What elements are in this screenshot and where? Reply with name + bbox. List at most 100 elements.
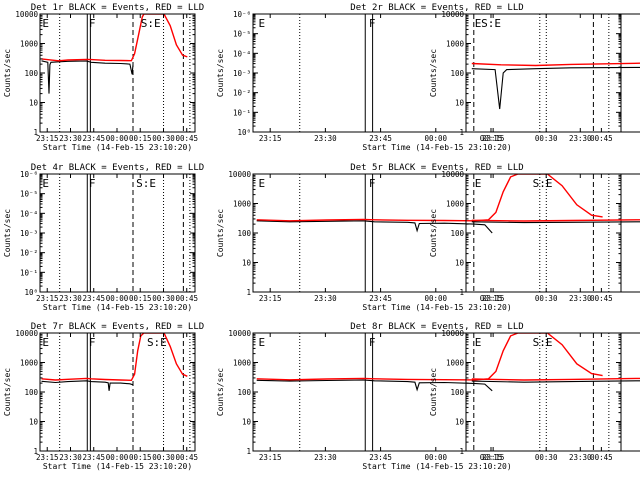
series-line-lld [256,333,603,381]
series-line-lld [256,174,603,222]
marker-label: F [89,17,96,30]
marker-label: E [475,177,482,190]
x-axis-label: Start Time (14-Feb-15 23:10:20) [362,303,511,312]
x-tick-label: 23:30 [59,294,82,303]
y-tick-label: 100 [450,229,464,238]
series-line-lld [471,62,640,67]
marker-label: E [259,17,266,30]
marker-label: S:E [141,17,161,30]
marker-label: S:E [533,336,553,349]
y-tick-label: 1 [459,288,464,297]
x-tick-label: 00:00 [424,294,447,303]
y-tick-label: 100 [450,388,464,397]
x-tick-label: 23:45 [369,294,392,303]
x-tick-label: 00:30 [152,134,175,143]
plot-area [299,14,610,132]
chart-panel-5: Det 5r BLACK = Events, RED = LLD E F S:E 23:… [216,163,622,312]
y-axis-label: Counts/sec [429,368,438,416]
x-tick-label: 23:15 [36,134,59,143]
y-axis-label: Counts/sec [429,49,438,97]
x-tick-label: 00:00 [424,134,447,143]
series-line-events [256,379,493,392]
plot-area [471,333,640,451]
y-tick-label: 10 [242,418,252,427]
plot-area [41,14,191,132]
x-tick-label: 00:15 [480,134,503,143]
x-tick-label: 23:15 [259,134,282,143]
x-tick-label: 00:15 [129,134,152,143]
x-tick-label: 23:45 [82,453,105,462]
y-tick-label: 1 [33,128,38,137]
y-tick-label: 10⁻⁶ [233,10,251,19]
chart-panel-2: Det 2r BLACK = Events, RED = LLD E F S:E 23:… [216,3,622,152]
y-tick-label: 10 [455,99,465,108]
y-tick-label: 10⁻¹ [20,268,38,277]
y-tick-label: 1000 [446,359,465,368]
series-line-events [41,380,134,391]
y-tick-label: 10000 [228,329,251,338]
x-tick-label: 23:15 [482,453,505,462]
marker-label: E [475,336,482,349]
marker-label: F [89,336,96,349]
y-tick-label: 10 [455,418,465,427]
x-tick-label: 23:45 [369,453,392,462]
y-tick-label: 10⁻² [20,249,38,258]
y-tick-label: 1000 [233,359,252,368]
x-tick-label: 23:30 [314,294,337,303]
marker-label: E [42,177,49,190]
x-tick-label: 00:00 [106,453,129,462]
plot-area [471,174,640,292]
y-axis-label: Counts/sec [216,368,225,416]
marker-label: E [475,17,482,30]
x-axis-label: Start Time (14-Feb-15 23:10:20) [362,143,511,152]
x-tick-label: 00:45 [175,453,198,462]
plot-frame [465,13,640,133]
y-tick-label: 10000 [228,170,251,179]
y-tick-label: 1000 [20,40,39,49]
plot-area [471,14,640,132]
y-tick-label: 10⁻⁵ [233,30,251,39]
chart-panel-1: Det 1r BLACK = Events, RED = LLD E F S:E 23:… [3,3,204,152]
x-tick-label: 23:15 [482,134,505,143]
x-tick-label: 23:30 [59,134,82,143]
x-tick-label: 23:30 [314,453,337,462]
x-tick-label: 23:30 [314,134,337,143]
y-tick-label: 10000 [15,10,38,19]
series-line-lld [41,14,188,62]
y-tick-label: 10000 [441,329,464,338]
plot-frame [39,173,196,293]
y-tick-label: 100 [24,69,38,78]
chart-panel-7: Det 7r BLACK = Events, RED = LLD E F S:E 23:… [3,322,204,471]
marker-label: S:E [147,336,167,349]
chart-panel-3: Det 3r BLACK = Events, RED = LLDEFS:E23:… [429,10,640,143]
plot-area [41,333,191,451]
marker-label: F [369,177,376,190]
x-tick-label: 23:30 [569,134,592,143]
y-tick-label: 10 [455,259,465,268]
y-tick-label: 10 [29,418,39,427]
series-line-events [41,60,134,94]
x-tick-label: 00:30 [535,294,558,303]
y-axis-label: Counts/sec [3,49,12,97]
marker-label: F [369,17,376,30]
x-tick-label: 23:15 [259,453,282,462]
y-axis-label: Counts/sec [216,209,225,257]
y-tick-label: 1000 [446,200,465,209]
x-tick-label: 23:15 [259,294,282,303]
y-tick-label: 1000 [233,200,252,209]
y-tick-label: 10⁻⁶ [20,170,38,179]
x-tick-label: 23:15 [36,453,59,462]
x-tick-label: 23:30 [569,294,592,303]
y-tick-label: 10⁰ [24,288,38,297]
y-tick-label: 10⁻⁴ [233,49,251,58]
y-tick-label: 10⁻³ [20,229,38,238]
y-tick-label: 10⁰ [237,128,251,137]
x-tick-label: 00:45 [175,134,198,143]
chart-title: Det 8r BLACK = Events, RED = LLD [350,322,523,332]
chart-title: Det 1r BLACK = Events, RED = LLD [31,3,204,13]
x-tick-label: 00:15 [480,294,503,303]
chart-title: Det 4r BLACK = Events, RED = LLD [31,163,204,173]
plot-area [256,174,610,292]
marker-label: E [42,336,49,349]
series-line-events [471,380,640,383]
